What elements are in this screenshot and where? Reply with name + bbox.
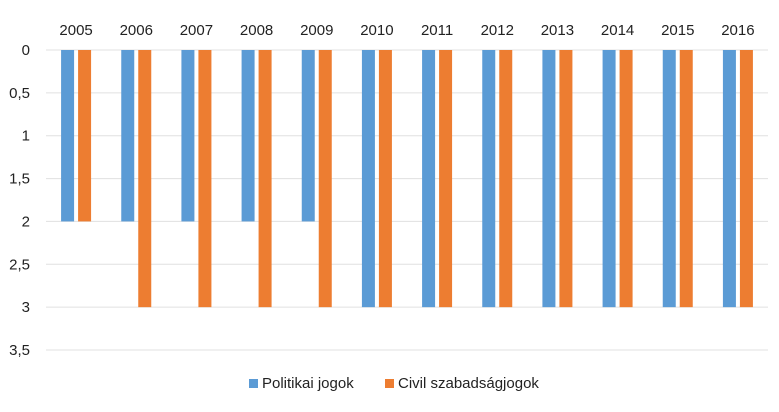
bars	[61, 50, 753, 308]
bar-politikai-jogok-2013	[542, 50, 556, 308]
bar-civil-szabadsagjogok-2010	[378, 50, 392, 308]
y-tick-label: 1	[22, 128, 30, 145]
bar-civil-szabadsagjogok-2006	[138, 50, 152, 308]
bar-politikai-jogok-2012	[482, 50, 496, 308]
legend-swatch	[249, 379, 258, 388]
x-tick-label-2008: 2008	[240, 22, 273, 39]
bar-politikai-jogok-2009	[301, 50, 315, 222]
x-tick-label-2005: 2005	[59, 22, 92, 39]
x-tick-label-2011: 2011	[421, 22, 453, 39]
bar-politikai-jogok-2010	[361, 50, 375, 308]
gridlines	[46, 49, 768, 351]
x-tick-label-2015: 2015	[661, 22, 694, 39]
x-tick-label-2012: 2012	[481, 22, 514, 39]
legend-swatch	[385, 379, 394, 388]
bar-civil-szabadsagjogok-2009	[318, 50, 332, 308]
bar-civil-szabadsagjogok-2012	[499, 50, 513, 308]
bar-politikai-jogok-2016	[722, 50, 736, 308]
bar-politikai-jogok-2014	[602, 50, 616, 308]
y-tick-label: 0	[22, 42, 30, 59]
bar-civil-szabadsagjogok-2013	[559, 50, 573, 308]
legend-civil-szabadsagjogok: Civil szabadságjogok	[385, 375, 539, 392]
legend-politikai-jogok: Politikai jogok	[249, 375, 354, 392]
legend-label: Civil szabadságjogok	[398, 375, 539, 392]
bar-civil-szabadsagjogok-2008	[258, 50, 272, 308]
x-tick-label-2016: 2016	[721, 22, 754, 39]
bar-civil-szabadsagjogok-2015	[679, 50, 693, 308]
bar-politikai-jogok-2007	[181, 50, 195, 222]
y-tick-label: 0,5	[9, 85, 30, 102]
bar-civil-szabadsagjogok-2011	[439, 50, 453, 308]
y-tick-label: 2	[22, 213, 30, 230]
x-tick-label-2014: 2014	[601, 22, 634, 39]
bar-politikai-jogok-2011	[422, 50, 436, 308]
bar-politikai-jogok-2008	[241, 50, 255, 222]
bar-civil-szabadsagjogok-2007	[198, 50, 212, 308]
bar-civil-szabadsagjogok-2014	[619, 50, 633, 308]
legend-label: Politikai jogok	[262, 375, 354, 392]
y-tick-label: 2,5	[9, 256, 30, 273]
bar-politikai-jogok-2006	[121, 50, 135, 222]
bar-politikai-jogok-2005	[61, 50, 75, 222]
bar-politikai-jogok-2015	[662, 50, 676, 308]
bar-civil-szabadsagjogok-2005	[78, 50, 92, 222]
x-tick-label-2010: 2010	[360, 22, 393, 39]
x-tick-label-2006: 2006	[120, 22, 153, 39]
y-axis-tick-labels: 0 0,5 1 1,5 2 2,5 3 3,5	[9, 42, 30, 359]
legend: Politikai jogok Civil szabadságjogok	[249, 375, 539, 392]
y-tick-label: 1,5	[9, 171, 30, 188]
y-tick-label: 3	[22, 299, 30, 316]
y-tick-label: 3,5	[9, 342, 30, 359]
bar-civil-szabadsagjogok-2016	[739, 50, 753, 308]
x-axis-tick-labels: 2005 2006 2007 2008 2009 2010 2011 2012 2013 2014…	[59, 22, 754, 39]
x-tick-label-2009: 2009	[300, 22, 333, 39]
x-tick-label-2007: 2007	[180, 22, 213, 39]
x-tick-label-2013: 2013	[541, 22, 574, 39]
